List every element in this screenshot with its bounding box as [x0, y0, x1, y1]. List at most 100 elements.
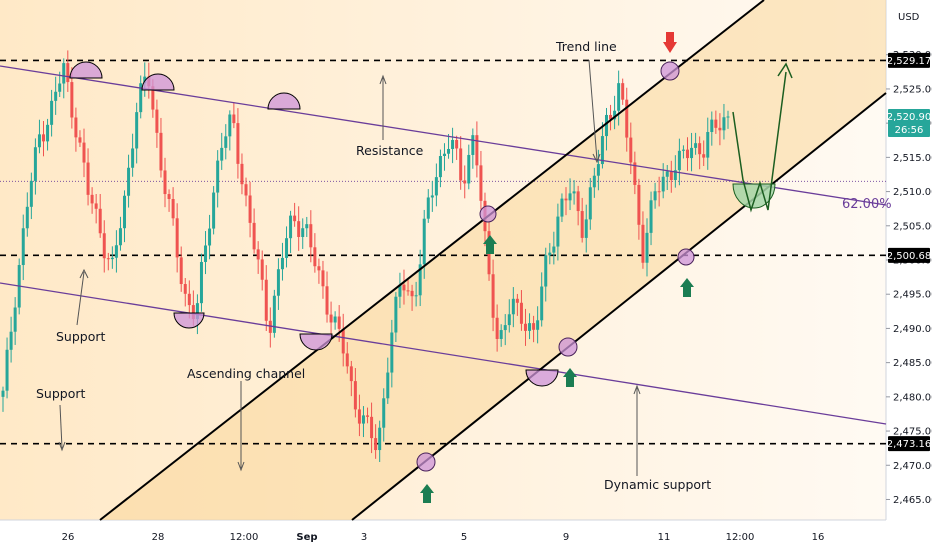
- candle: [232, 102, 236, 129]
- candle: [370, 402, 374, 454]
- candle: [143, 62, 147, 97]
- candle: [187, 280, 191, 319]
- candle: [357, 394, 361, 437]
- candle: [540, 272, 544, 327]
- candle: [613, 95, 617, 130]
- candle: [499, 324, 503, 347]
- candle: [175, 203, 179, 273]
- candle: [592, 167, 596, 198]
- candle: [653, 182, 657, 209]
- candle: [714, 110, 718, 134]
- touch-circle: [660, 61, 680, 81]
- candle: [240, 153, 244, 195]
- candle: [248, 181, 252, 238]
- candle: [110, 246, 114, 269]
- candle: [317, 258, 321, 284]
- candle: [560, 193, 564, 223]
- arrow-up-icon: [563, 368, 577, 387]
- candle: [102, 220, 106, 273]
- candle: [321, 260, 325, 299]
- swing-top-cap: [69, 61, 103, 79]
- candle: [309, 210, 313, 263]
- y-tick-label: 2,510.000: [893, 187, 932, 198]
- candle: [171, 187, 175, 226]
- candle: [378, 420, 382, 463]
- candle: [94, 194, 98, 224]
- y-tick-label: 2,490.000: [893, 324, 932, 335]
- annotation-pointers: [58, 59, 641, 476]
- candle: [1, 386, 5, 412]
- candle: [106, 252, 110, 271]
- candle: [29, 172, 33, 220]
- y-tick-label: 2,480.000: [893, 392, 932, 403]
- candle: [617, 70, 621, 126]
- candle: [572, 180, 576, 205]
- y-tick-label: 2,495.000: [893, 290, 932, 301]
- candle: [657, 176, 661, 207]
- candle: [305, 216, 309, 238]
- candle: [114, 230, 118, 273]
- svg-text:26:56: 26:56: [895, 125, 924, 136]
- candle: [637, 178, 641, 240]
- candle: [722, 103, 726, 140]
- y-tick-label: 2,465.000: [893, 495, 932, 506]
- candle: [471, 128, 475, 169]
- candle: [349, 360, 353, 397]
- swing-bottom-cup: [525, 369, 559, 387]
- candle: [677, 138, 681, 186]
- candle: [361, 406, 365, 438]
- price-axis-background: [886, 0, 932, 550]
- candle: [544, 247, 548, 302]
- candle: [503, 314, 507, 346]
- candle: [410, 284, 414, 311]
- candle: [374, 424, 378, 459]
- lower-purple-trend-line: [0, 282, 887, 425]
- candle: [698, 136, 702, 170]
- svg-text:2,520.90: 2,520.90: [887, 112, 932, 123]
- candle: [625, 87, 629, 152]
- y-tick-label: 2,515.000: [893, 153, 932, 164]
- candle: [212, 186, 216, 235]
- candle: [604, 107, 608, 151]
- candle: [159, 117, 163, 178]
- candle: [42, 120, 46, 157]
- arrow-down-icon: [663, 32, 677, 53]
- candle: [21, 214, 25, 281]
- candle: [442, 143, 446, 171]
- x-tick-label: 26: [62, 532, 75, 543]
- candle: [580, 197, 584, 243]
- candle: [74, 107, 78, 152]
- candle: [511, 287, 515, 328]
- candle: [333, 311, 337, 330]
- svg-text:2,500.68: 2,500.68: [887, 251, 932, 262]
- current-price-tag: 2,520.90 26:56: [887, 109, 932, 137]
- candle: [244, 177, 248, 207]
- candle: [139, 75, 143, 119]
- candle: [25, 192, 29, 237]
- candle: [447, 133, 451, 159]
- candle: [199, 253, 203, 312]
- candle: [329, 301, 333, 338]
- candle: [228, 110, 232, 151]
- trend-line-label: Trend line: [555, 39, 617, 54]
- candle: [260, 250, 264, 291]
- candle: [426, 189, 430, 223]
- candle: [183, 278, 187, 307]
- candle: [325, 271, 329, 323]
- candle: [82, 128, 86, 178]
- x-tick-label: 9: [563, 532, 569, 543]
- candle: [62, 58, 66, 99]
- swing-bottom-cup: [299, 333, 333, 351]
- candle: [726, 110, 730, 129]
- x-tick-label: 28: [152, 532, 165, 543]
- candle: [98, 194, 102, 238]
- candle: [702, 140, 706, 167]
- candle: [710, 111, 714, 146]
- candle: [280, 242, 284, 281]
- candle: [495, 304, 499, 352]
- candle: [584, 204, 588, 253]
- arrow-up-icon: [680, 278, 694, 297]
- support-label-lower: Support: [36, 386, 86, 401]
